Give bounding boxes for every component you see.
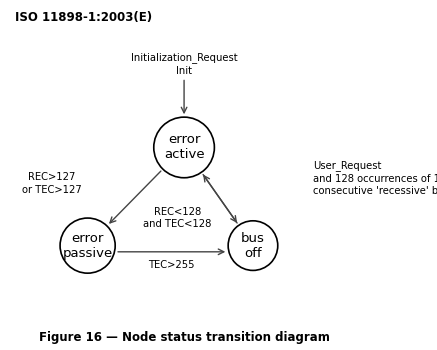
- Text: bus
off: bus off: [241, 232, 265, 260]
- Text: User_Request
and 128 occurrences of 11
consecutive 'recessive' bits: User_Request and 128 occurrences of 11 c…: [313, 161, 437, 196]
- Text: ISO 11898-1:2003(E): ISO 11898-1:2003(E): [15, 12, 153, 24]
- Circle shape: [154, 117, 215, 178]
- Circle shape: [60, 218, 115, 273]
- Circle shape: [228, 221, 278, 271]
- Text: Figure 16 — Node status transition diagram: Figure 16 — Node status transition diagr…: [38, 331, 329, 344]
- Text: TEC>255: TEC>255: [149, 260, 195, 271]
- Text: error
passive: error passive: [62, 232, 113, 260]
- Text: REC>127
or TEC>127: REC>127 or TEC>127: [21, 173, 81, 195]
- Text: Initialization_Request
Init: Initialization_Request Init: [131, 52, 237, 76]
- Text: REC<128
and TEC<128: REC<128 and TEC<128: [143, 207, 212, 229]
- Text: error
active: error active: [164, 133, 205, 161]
